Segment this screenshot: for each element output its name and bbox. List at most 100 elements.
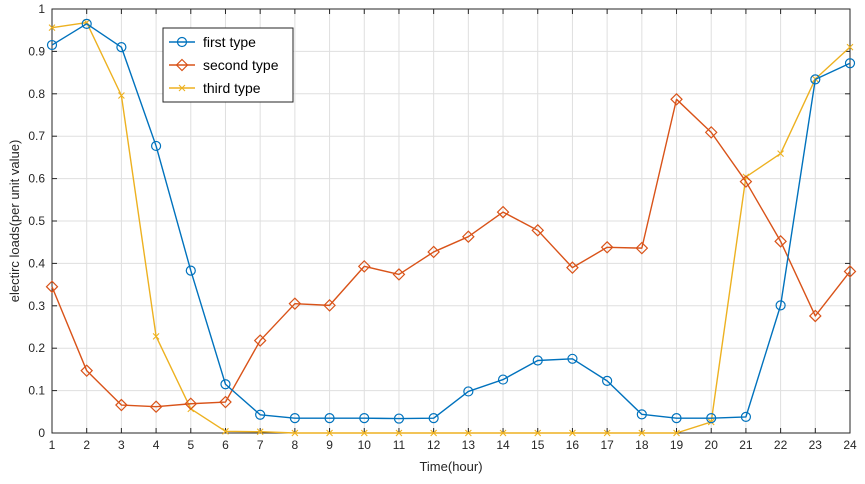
legend-marker — [178, 84, 186, 92]
x-tick-label: 19 — [670, 438, 684, 452]
data-point — [220, 379, 231, 390]
data-point — [499, 429, 507, 437]
data-point — [566, 261, 579, 274]
data-point — [810, 74, 821, 85]
data-point — [567, 353, 578, 364]
x-axis-title: Time(hour) — [419, 459, 482, 474]
legend: first type second type third type — [162, 27, 294, 103]
x-tick-label: 10 — [358, 438, 372, 452]
data-point — [531, 223, 545, 237]
legend-marker — [175, 58, 189, 72]
x-tick-label: 9 — [326, 438, 333, 452]
x-tick-label: 15 — [531, 438, 545, 452]
x-tick-label: 17 — [600, 438, 614, 452]
x-tick-label: 3 — [118, 438, 125, 452]
data-point — [253, 334, 267, 347]
series-line — [51, 21, 851, 434]
x-tick-label: 5 — [187, 438, 194, 452]
x-tick-label: 22 — [774, 438, 788, 452]
data-point — [288, 297, 302, 311]
axis-ticks: 1 2 3 4 5 6 7 8 9 10 11 12 13 14 15 16 17 18 19 20 21 22 23 240… — [28, 2, 857, 452]
data-point — [324, 413, 335, 424]
data-point — [532, 355, 543, 366]
data-point — [671, 413, 682, 424]
y-tick-label: 1 — [38, 2, 45, 16]
data-point — [323, 299, 336, 312]
series-first-type — [46, 18, 856, 424]
legend-label: second type — [203, 57, 279, 73]
data-point — [638, 429, 646, 437]
legend-label: third type — [203, 80, 261, 96]
data-point — [81, 18, 92, 29]
data-point — [219, 395, 232, 409]
data-point — [600, 240, 614, 254]
y-tick-label: 0 — [38, 426, 45, 440]
x-tick-label: 2 — [83, 438, 90, 452]
data-point — [844, 58, 856, 69]
legend-entry: second type — [169, 57, 279, 73]
data-point — [602, 375, 613, 386]
data-point — [360, 429, 368, 437]
data-point — [430, 429, 438, 437]
x-tick-label: 1 — [49, 438, 56, 452]
legend-entry: third type — [169, 80, 261, 96]
data-point — [636, 409, 647, 420]
x-tick-label: 14 — [496, 438, 510, 452]
y-axis-title: electirc loads(per unit value) — [7, 140, 22, 303]
y-tick-label: 0.3 — [28, 299, 45, 313]
y-tick-label: 0.4 — [28, 256, 45, 270]
data-point — [149, 400, 163, 414]
y-tick-label: 0.2 — [28, 341, 45, 355]
x-tick-label: 18 — [635, 438, 649, 452]
x-tick-label: 20 — [705, 438, 719, 452]
data-point — [80, 364, 94, 378]
x-tick-label: 6 — [222, 438, 229, 452]
series-line — [51, 23, 851, 420]
data-point — [115, 398, 128, 412]
data-point — [150, 140, 162, 152]
x-tick-label: 21 — [739, 438, 753, 452]
data-point — [704, 126, 718, 139]
data-point — [739, 175, 753, 188]
data-point — [534, 429, 542, 437]
data-point — [670, 92, 683, 106]
legend-entry: first type — [169, 34, 256, 50]
legend-label: first type — [203, 34, 256, 50]
data-point — [152, 332, 160, 340]
data-point — [774, 235, 787, 248]
data-point — [569, 429, 576, 437]
data-point — [635, 241, 649, 255]
data-point — [846, 43, 854, 51]
x-tick-label: 8 — [292, 438, 299, 452]
data-point — [464, 429, 472, 437]
series-second-type — [45, 92, 857, 414]
data-point — [291, 429, 299, 437]
data-point — [48, 24, 56, 32]
x-tick-label: 16 — [566, 438, 580, 452]
legend-marker — [176, 36, 188, 48]
x-tick-label: 12 — [427, 438, 441, 452]
data-point — [707, 418, 715, 426]
data-point — [843, 265, 857, 278]
series-line — [51, 98, 851, 408]
series-layer — [45, 18, 857, 437]
data-point — [463, 386, 474, 397]
data-point — [45, 280, 59, 294]
data-point — [118, 92, 125, 99]
data-point — [359, 413, 370, 424]
data-point — [393, 413, 405, 424]
data-point — [255, 409, 266, 420]
data-point — [116, 42, 127, 53]
data-point — [461, 230, 475, 244]
data-point — [326, 429, 333, 437]
data-point — [427, 245, 441, 259]
data-point — [184, 397, 198, 411]
data-point — [603, 429, 611, 437]
data-point — [496, 205, 510, 219]
data-point — [808, 309, 822, 323]
data-point — [222, 427, 229, 435]
y-tick-label: 0.1 — [28, 384, 45, 398]
data-point — [673, 429, 680, 437]
